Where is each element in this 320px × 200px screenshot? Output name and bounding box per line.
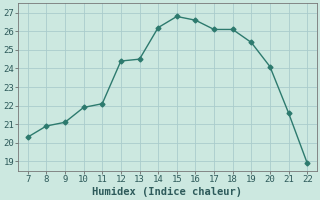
X-axis label: Humidex (Indice chaleur): Humidex (Indice chaleur) <box>92 186 243 197</box>
